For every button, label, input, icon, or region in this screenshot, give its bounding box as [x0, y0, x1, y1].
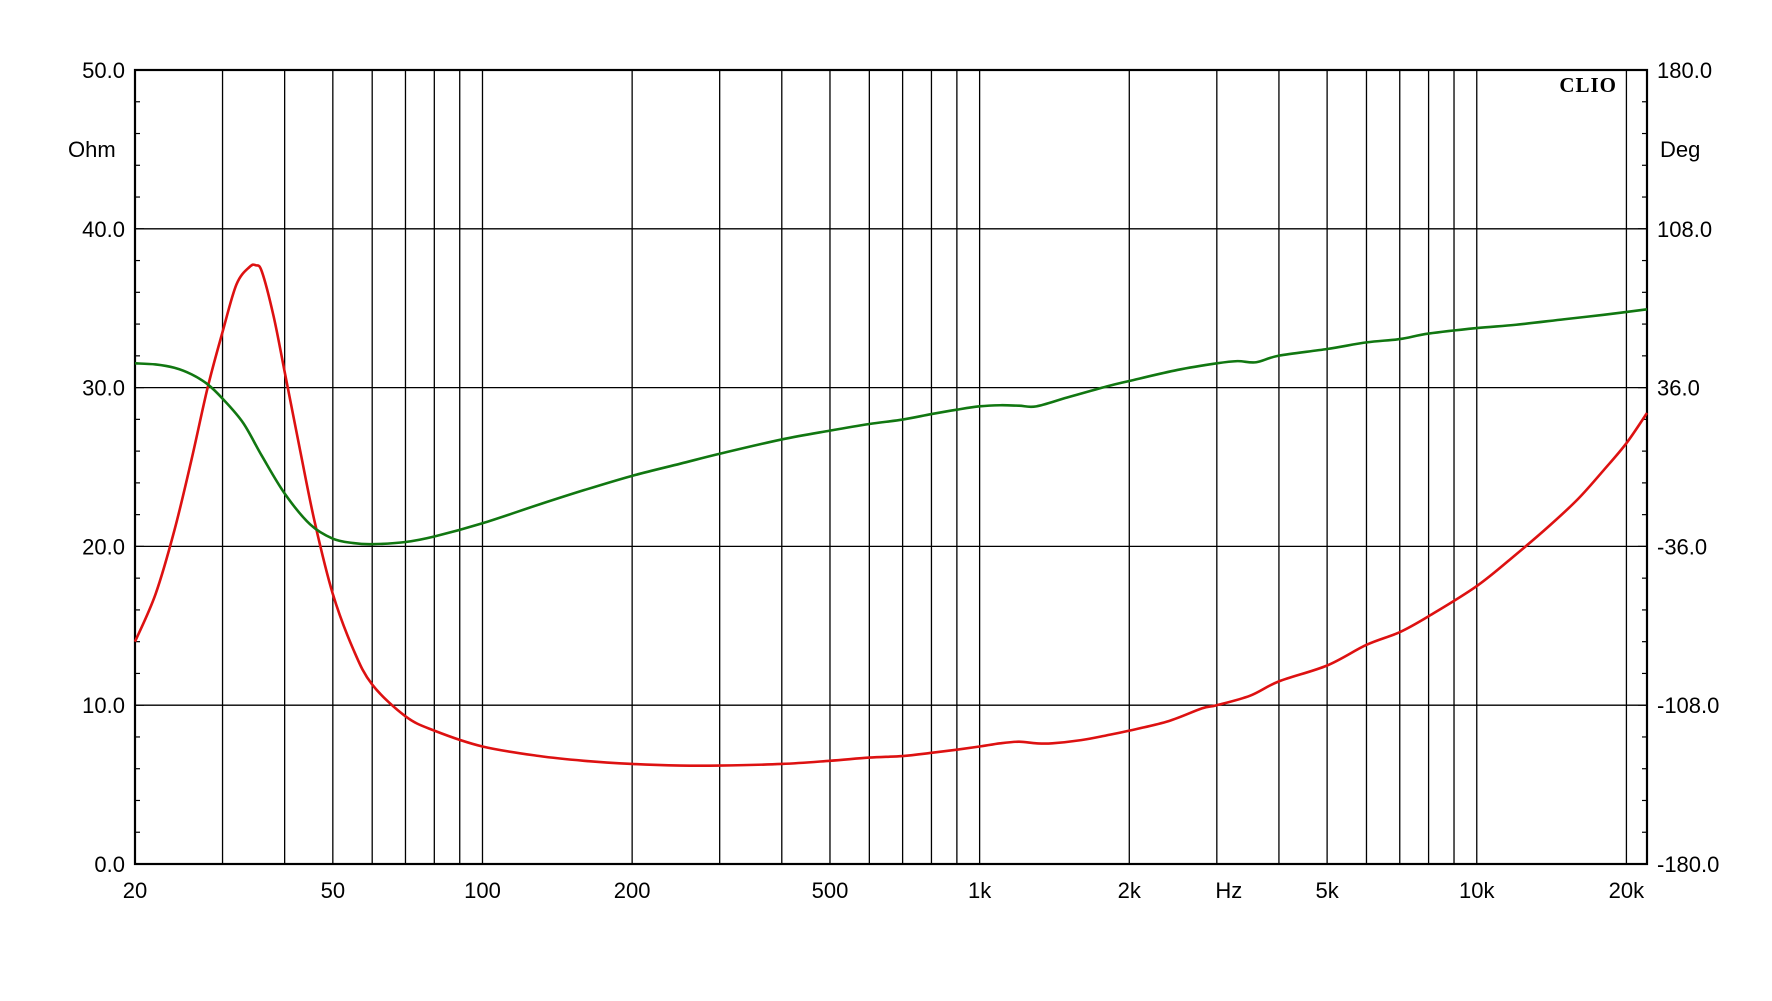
- x-tick-label: 10k: [1459, 878, 1495, 903]
- y-right-tick-label: 180.0: [1657, 58, 1712, 83]
- x-tick-label: 20k: [1609, 878, 1645, 903]
- plot-frame: [133, 68, 1649, 866]
- y-right-unit-label: Deg: [1660, 137, 1700, 162]
- x-tick-label: 500: [812, 878, 849, 903]
- y-left-unit-label: Ohm: [68, 137, 116, 162]
- y-right-axis-ticks: -180.0 -108.0 -36.0 36.0 108.0 180.0: [1657, 58, 1719, 877]
- y-left-tick-label: 30.0: [82, 376, 125, 401]
- y-left-tick-label: 40.0: [82, 217, 125, 242]
- y-right-tick-label: 36.0: [1657, 376, 1700, 401]
- y-right-tick-label: -108.0: [1657, 693, 1719, 718]
- x-tick-label: 20: [123, 878, 147, 903]
- clio-brand-logo: CLIO: [1559, 73, 1617, 97]
- x-unit-label: Hz: [1215, 878, 1242, 903]
- y-right-tick-label: -180.0: [1657, 852, 1719, 877]
- x-tick-label: 50: [321, 878, 345, 903]
- chart-grid: [135, 69, 1647, 865]
- y-left-tick-label: 0.0: [94, 852, 125, 877]
- y-left-tick-label: 50.0: [82, 58, 125, 83]
- plot-border: [133, 68, 1649, 866]
- y-left-tick-label: 20.0: [82, 534, 125, 559]
- x-axis-ticks: 20 50 100 200 500 1k 2k 5k 10k 20k Hz: [123, 878, 1645, 903]
- x-tick-label: 5k: [1315, 878, 1339, 903]
- x-tick-label: 100: [464, 878, 501, 903]
- x-tick-label: 2k: [1118, 878, 1142, 903]
- x-tick-label: 200: [614, 878, 651, 903]
- series-layer: [133, 263, 1649, 768]
- y-left-tick-label: 10.0: [82, 693, 125, 718]
- y-left-axis-ticks: 0.0 10.0 20.0 30.0 40.0 50.0: [82, 58, 125, 877]
- series-line-impedance: [133, 263, 1649, 768]
- series-line-phase: [134, 308, 1648, 546]
- y-right-tick-label: -36.0: [1657, 534, 1707, 559]
- x-tick-label: 1k: [968, 878, 992, 903]
- y-right-tick-label: 108.0: [1657, 217, 1712, 242]
